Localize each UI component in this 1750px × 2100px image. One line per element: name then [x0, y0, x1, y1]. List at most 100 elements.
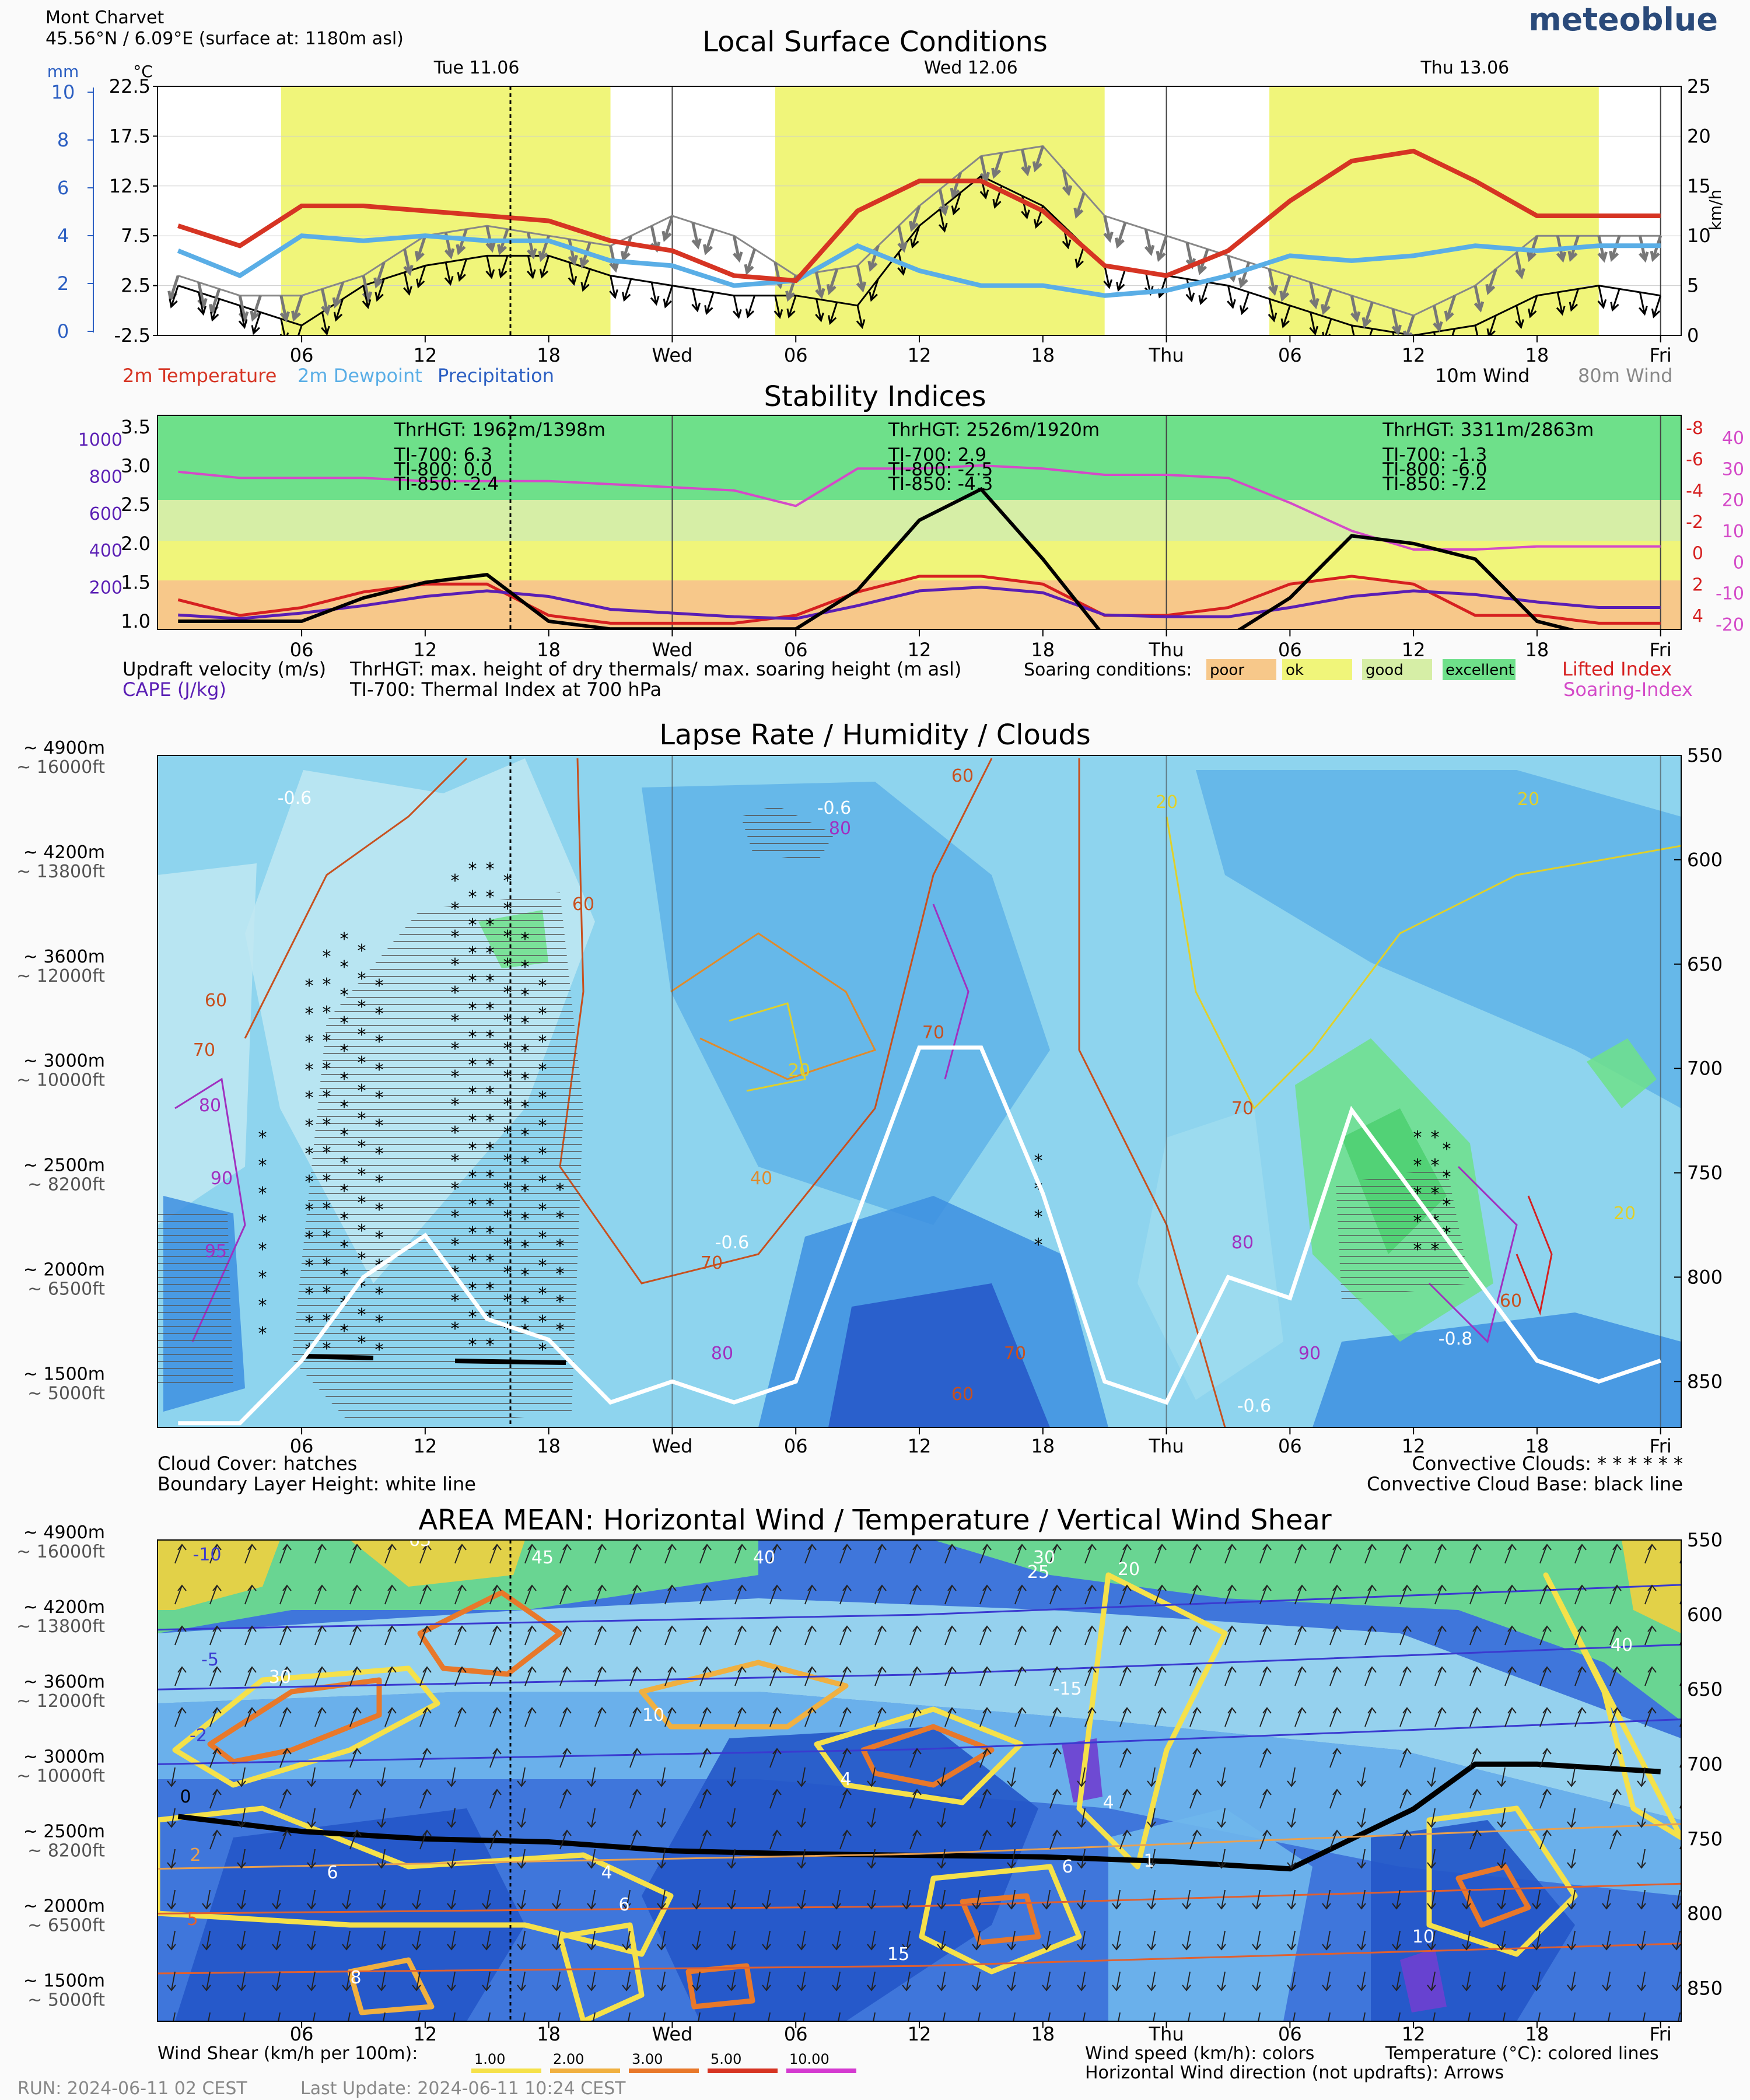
wind-arrow [488, 2012, 491, 2021]
wind-arrow-head [247, 1584, 257, 1591]
wind-speed-area [158, 1540, 280, 1610]
convective-star: * [1034, 1151, 1043, 1171]
altitude-ft: ~ 5000ft [27, 1383, 105, 1404]
wind-arrow [591, 1971, 596, 1991]
convective-star: * [503, 1319, 512, 1339]
si-tick: 10 [1722, 522, 1744, 542]
wind-arrow-head [1007, 1903, 1016, 1910]
wind-arrow [559, 1544, 568, 1564]
humidity-area [1196, 770, 1681, 1108]
wind-arrow [349, 1667, 358, 1686]
wind-arrow-head [1612, 1625, 1622, 1632]
convective-star: * [323, 1199, 331, 1219]
wind-arrow [1081, 1889, 1086, 1909]
wind-arrow [1256, 1930, 1261, 1950]
wind-arrow-head [377, 1944, 386, 1951]
wind-arrow-head [832, 1903, 841, 1910]
wind-arrow [979, 1585, 988, 1605]
wind-arrow-head [272, 2026, 281, 2031]
wind-arrow-head [1227, 1625, 1237, 1632]
wind-arrow-head [632, 1544, 642, 1550]
wind-arrow-head [272, 1944, 281, 1951]
wind-arrow-head [237, 1821, 246, 1828]
shear-contour [919, 1864, 1082, 1975]
legend-80m-wind: 80m Wind [1578, 365, 1672, 387]
wind-arrow [1539, 1544, 1548, 1564]
wind-arrow [174, 1667, 183, 1686]
wind-arrow [346, 1889, 351, 1909]
wind-arrow-head [587, 1944, 596, 1951]
wind-arrow-head [622, 1903, 631, 1910]
wind-arrow-head [1612, 1788, 1622, 1796]
wind-arrow [1151, 1930, 1156, 1950]
wind-arrow-head [1147, 1903, 1156, 1910]
wind-80m-arrow [704, 229, 715, 253]
wind-arrow-head [212, 1666, 222, 1673]
wind-arrow-head [1112, 2026, 1121, 2031]
wind-arrow-head [177, 1707, 187, 1714]
wind-arrow-head [1472, 1829, 1482, 1836]
wind-arrow [1189, 1626, 1198, 1646]
wind-arrow [1049, 1667, 1058, 1686]
wind-80m-arrow-head [1650, 250, 1660, 262]
wind-arrow [1189, 1585, 1198, 1605]
wind-arrow [839, 1707, 848, 1727]
wind-arrow-head [797, 1862, 806, 1869]
wind-arrow-head [352, 1625, 362, 1632]
wind-arrow [944, 1707, 953, 1727]
wind-arrow [1084, 1667, 1093, 1686]
ti850-label: TI-850: -7.2 [1382, 474, 1487, 495]
convective-star: * [258, 1268, 267, 1288]
x-tick-label: Wed [652, 1435, 693, 1457]
wind-arrow [1574, 1544, 1583, 1564]
wind-arrow-head [457, 1584, 467, 1591]
convective-star: * [323, 947, 331, 967]
wind-10m-arrow-head [1515, 319, 1524, 329]
wind-arrow [664, 1544, 673, 1564]
convective-star: * [375, 1004, 384, 1024]
wind-arrow-head [1497, 1944, 1506, 1951]
wind-arrow [1536, 1930, 1541, 1950]
convective-star: * [305, 1144, 314, 1164]
wind-80m-arrow-head [1526, 250, 1536, 262]
wind-arrow-head [202, 1903, 211, 1910]
wind-arrow [626, 1889, 631, 1909]
wind-arrow-head [597, 1625, 607, 1632]
wind-arrow [591, 1930, 596, 1950]
wind-arrow-head [307, 1944, 316, 1951]
wind-arrow-head [447, 2026, 456, 2031]
wind-80m-arrow-head [538, 250, 548, 262]
wind-arrow-head [937, 1985, 946, 1992]
x-tick-label: 18 [537, 344, 561, 366]
wind-arrow [1539, 1585, 1548, 1605]
wind-arrow [1501, 1808, 1506, 1828]
wind-arrow [559, 1667, 568, 1686]
wind-80m-arrow [403, 249, 411, 274]
x-tick-label: 18 [1031, 344, 1055, 366]
wind-arrow [174, 1626, 183, 1646]
wind-arrow-head [1637, 1944, 1646, 1951]
wind-arrow [243, 2012, 246, 2021]
contour-label: 6 [618, 1895, 629, 1915]
altitude-m: ~ 4900m [23, 738, 105, 758]
convective-star: * [521, 1013, 530, 1034]
wind-arrow [801, 1889, 806, 1909]
wind-arrow [1119, 1830, 1128, 1850]
wind-arrow-head [772, 1584, 782, 1591]
wind-arrow-head [1112, 1903, 1121, 1910]
wind-arrow-head [1192, 1544, 1202, 1550]
wind-arrow [1224, 1585, 1233, 1605]
wind-10m-arrow-head [251, 325, 260, 335]
contour-label: 60 [951, 766, 974, 786]
contour-label: -0.6 [1237, 1396, 1272, 1416]
wind-arrow-head [282, 1829, 292, 1836]
altitude-m: ~ 2500m [23, 1821, 105, 1842]
contour-label: 63 [409, 1530, 431, 1550]
day-label: Tue 11.06 [433, 58, 520, 78]
temp-tick: 17.5 [109, 125, 150, 147]
wind-80m-arrow [320, 288, 329, 313]
wind-arrow [1081, 1930, 1086, 1950]
wind-10m-arrow [541, 255, 550, 277]
convective-star: * [486, 1055, 495, 1076]
wind-arrow-head [1472, 1707, 1482, 1714]
